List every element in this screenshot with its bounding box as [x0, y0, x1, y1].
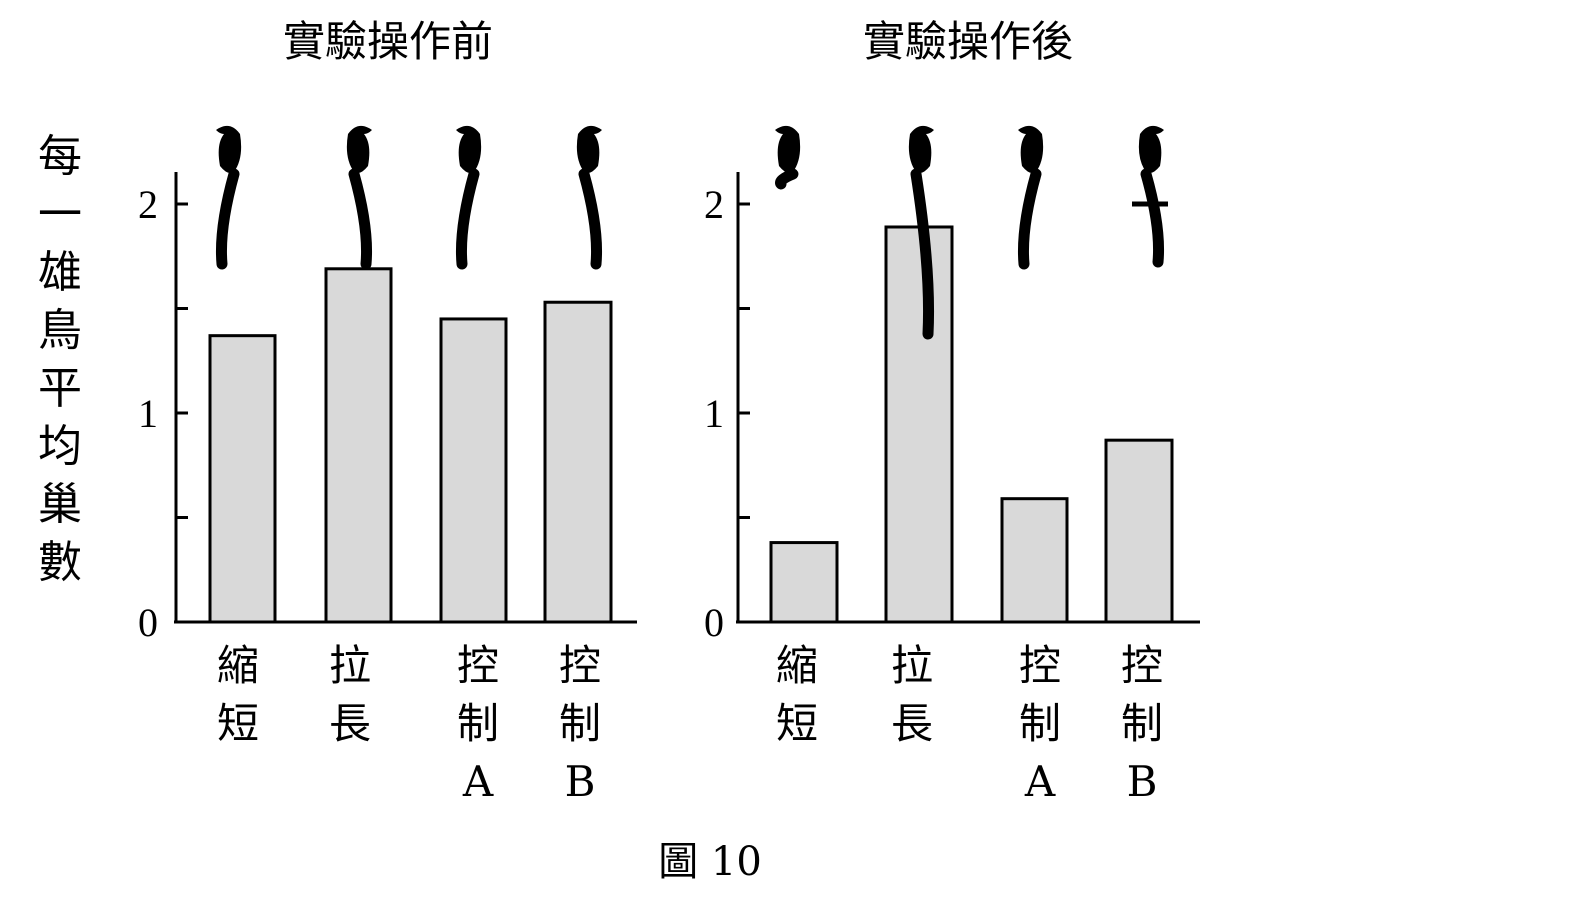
bird-icon-body	[1138, 125, 1164, 174]
category-label: 短	[217, 699, 259, 748]
category-label: 控	[457, 641, 499, 690]
y-axis-label-char: 一	[38, 189, 82, 240]
bird-icon-body	[346, 125, 372, 174]
category-label: 縮	[217, 641, 259, 690]
figure-caption: 圖 10	[658, 839, 762, 885]
bird-icon	[908, 125, 934, 340]
bird-icon	[456, 125, 482, 270]
bar-1	[208, 334, 277, 624]
bird-icon-body	[1018, 125, 1044, 174]
bird-icon-tail	[348, 168, 372, 270]
bird-icon-tail	[578, 168, 602, 270]
bar-3	[439, 317, 508, 624]
bird-icon-tail	[775, 168, 799, 190]
y-axis-label-char: 雄	[38, 247, 82, 298]
bar-4	[543, 300, 613, 624]
y-axis-label-char: 每	[38, 131, 82, 182]
bird-icon	[216, 125, 242, 270]
y-tick-label: 0	[138, 600, 158, 645]
bird-icon-tail	[456, 168, 480, 270]
category-label: 短	[776, 699, 818, 748]
bird-icon-tail	[216, 168, 240, 270]
y-axis-label: 每 一 雄 鳥 平 均 巢 數	[30, 128, 90, 592]
chart-title-before: 實驗操作前	[282, 17, 493, 66]
category-label: A	[462, 757, 494, 806]
bird-icon	[1018, 125, 1044, 270]
bar-3	[1000, 497, 1069, 624]
bird-icon-body	[576, 125, 602, 174]
bird-icon-body	[456, 125, 482, 174]
y-axis-label-char: 鳥	[38, 305, 82, 356]
bar-2	[884, 225, 954, 624]
category-label: 制	[1019, 699, 1061, 748]
y-axis-label-char: 均	[38, 421, 82, 472]
chart-title-after: 實驗操作後	[862, 17, 1073, 66]
y-axis-label-char: 平	[38, 363, 82, 414]
bird-icon	[346, 125, 372, 270]
category-label: 拉	[891, 641, 933, 690]
bird-icon	[576, 125, 602, 270]
category-label: 縮	[776, 641, 818, 690]
category-label: 長	[329, 699, 371, 748]
y-tick-label: 0	[704, 600, 724, 645]
bird-icon-tail	[1018, 168, 1042, 270]
category-label: B	[1127, 757, 1158, 806]
category-label: 制	[559, 699, 601, 748]
y-tick-label: 2	[704, 182, 724, 227]
category-label: 制	[1121, 699, 1163, 748]
category-label: 控	[559, 641, 601, 690]
category-label: B	[565, 757, 596, 806]
category-label: 制	[457, 699, 499, 748]
bird-icon	[1132, 125, 1168, 268]
bar-1	[769, 541, 839, 624]
y-tick-label: 1	[704, 391, 724, 436]
bar-2	[324, 267, 393, 624]
bird-icon-tail	[1140, 168, 1164, 268]
category-label: 長	[891, 699, 933, 748]
bird-icon	[775, 125, 801, 190]
category-label: 控	[1121, 641, 1163, 690]
bird-icon-body	[216, 125, 242, 174]
y-axis-label-char: 數	[38, 537, 82, 588]
y-tick-label: 2	[138, 182, 158, 227]
category-label: 控	[1019, 641, 1061, 690]
bird-icon-body	[775, 125, 801, 174]
bird-icon-tail	[910, 168, 934, 340]
y-axis-label-char: 巢	[38, 479, 82, 530]
category-label: A	[1024, 757, 1056, 806]
bird-icon-body	[908, 125, 934, 174]
bar-4	[1104, 438, 1174, 624]
y-tick-label: 1	[138, 391, 158, 436]
category-label: 拉	[329, 641, 371, 690]
